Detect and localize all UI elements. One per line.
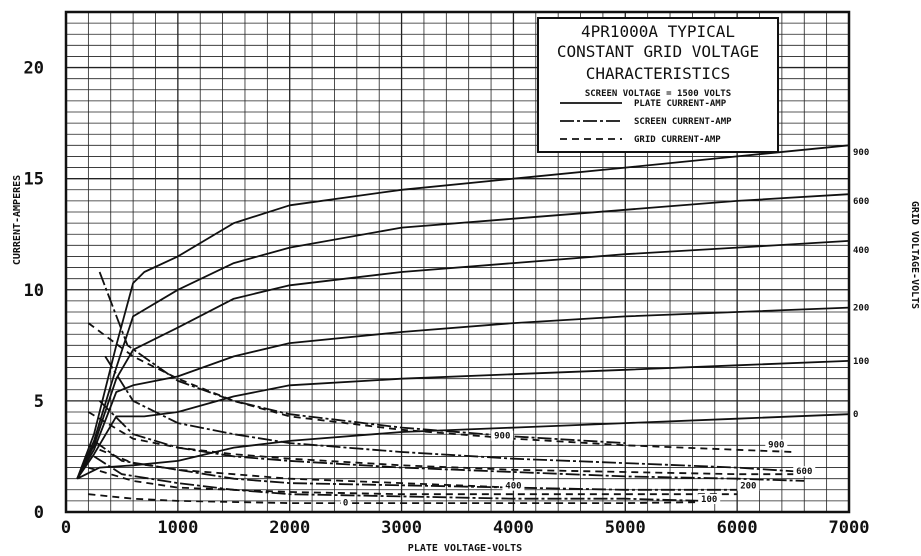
- plate-current-curve-100: [76, 360, 850, 480]
- curve-label: 600: [796, 467, 812, 477]
- x-tick-label: 4000: [493, 518, 534, 538]
- legend-entry-label: SCREEN CURRENT-AMP: [634, 117, 732, 127]
- curves: [76, 144, 850, 505]
- curve-label-background: [793, 466, 816, 477]
- legend-entry-label: GRID CURRENT-AMP: [634, 135, 721, 145]
- grid-current-curve-200: [88, 466, 738, 496]
- curve-label: 200: [740, 482, 756, 492]
- curve-labels: 900 900 600 400 200 100 0: [340, 430, 816, 508]
- curve-label: 900: [768, 441, 784, 451]
- y-tick-label: 0: [34, 503, 44, 523]
- grid-voltage-label: 100: [853, 357, 869, 367]
- x-tick-label: 7000: [829, 518, 870, 538]
- chart-subtitle: SCREEN VOLTAGE = 1500 VOLTS: [585, 89, 731, 99]
- curve-label: 400: [505, 482, 521, 492]
- screen-current-curve-200: [93, 440, 738, 491]
- x-tick-label: 0: [61, 518, 71, 538]
- y-axis-label: CURRENT-AMPERES: [12, 175, 23, 265]
- curve-label-background: [737, 480, 760, 491]
- chart-title-line-3: CHARACTERISTICS: [586, 64, 731, 83]
- legend-background: [537, 17, 779, 153]
- plot-frame: [64, 10, 851, 514]
- grid-current-curve-900: [87, 322, 794, 453]
- screen-current-curve-400: [98, 400, 805, 482]
- curve-label-background: [340, 497, 351, 508]
- x-tick-label: 6000: [717, 518, 758, 538]
- x-axis-label: PLATE VOLTAGE-VOLTS: [408, 543, 522, 554]
- chart-title-line-1: 4PR1000A TYPICAL: [581, 22, 735, 41]
- curve-label-background: [765, 439, 788, 450]
- grid-voltage-labels: 900 600 400 200 100 0: [853, 148, 869, 420]
- y-tick-label: 10: [24, 281, 44, 301]
- x-tick-label: 2000: [269, 518, 310, 538]
- plate-current-curve-0: [76, 413, 850, 480]
- grid-voltage-label: 200: [853, 304, 869, 314]
- grid-voltage-label: 400: [853, 246, 869, 256]
- y-tick-label: 5: [34, 392, 44, 412]
- grid-voltage-label: 0: [853, 410, 858, 420]
- y-tick-label: 20: [24, 59, 44, 79]
- curve-label-background: [491, 430, 514, 441]
- curve-label: 0: [343, 498, 348, 508]
- x-tick-labels: 0 1000 2000 3000 4000 5000 6000 7000: [61, 518, 870, 538]
- curve-label: 900: [494, 432, 510, 442]
- grid-current-curve-400: [88, 444, 514, 489]
- plate-current-curve-900: [76, 144, 850, 480]
- x-tick-label: 1000: [157, 518, 198, 538]
- plate-current-curve-600: [76, 193, 850, 480]
- y-tick-label: 15: [24, 170, 44, 190]
- x-tick-label: 3000: [381, 518, 422, 538]
- screen-current-curve-600: [104, 355, 805, 473]
- legend-box: 4PR1000A TYPICAL CONSTANT GRID VOLTAGE C…: [537, 17, 779, 153]
- y-tick-labels: 0 5 10 15 20: [24, 59, 44, 523]
- curve-label-background: [698, 494, 721, 504]
- plate-current-curve-200: [76, 306, 850, 480]
- grid-voltage-label: 600: [853, 197, 869, 207]
- chart-title-line-2: CONSTANT GRID VOLTAGE: [557, 42, 759, 61]
- x-tick-label: 5000: [605, 518, 646, 538]
- grid-voltage-label: 900: [853, 148, 869, 158]
- grid-current-curve-600: [87, 411, 805, 476]
- plate-current-curve-400: [76, 240, 850, 480]
- curve-label-background: [502, 480, 525, 491]
- curve-label: 100: [701, 495, 717, 505]
- legend-entries: PLATE CURRENT-AMP SCREEN CURRENT-AMP GRID …: [560, 99, 732, 145]
- y2-axis-label: GRID VOLTAGE-VOLTS: [909, 201, 920, 309]
- legend-entry-label: PLATE CURRENT-AMP: [634, 99, 727, 109]
- screen-current-curve-100: [93, 455, 704, 502]
